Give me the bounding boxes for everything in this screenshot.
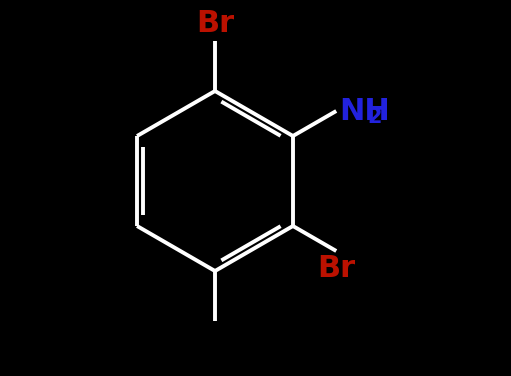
Text: Br: Br [317, 254, 355, 283]
Text: NH: NH [339, 97, 390, 126]
Text: Br: Br [196, 9, 234, 38]
Text: 2: 2 [367, 107, 382, 127]
